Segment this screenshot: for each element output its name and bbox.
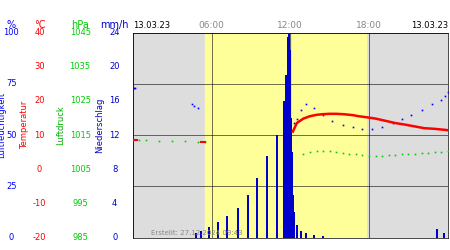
Bar	[205, 32, 288, 238]
Bar	[291, 152, 292, 238]
Text: 995: 995	[72, 199, 88, 208]
Text: 12:00: 12:00	[277, 21, 303, 30]
Bar	[292, 195, 294, 238]
Text: 24: 24	[109, 28, 120, 37]
Text: 50: 50	[6, 130, 17, 140]
Bar	[300, 231, 302, 237]
Bar	[443, 233, 445, 237]
Bar	[313, 235, 315, 238]
Text: 75: 75	[6, 79, 17, 88]
Bar	[305, 233, 307, 237]
Text: Luftdruck: Luftdruck	[56, 105, 65, 145]
Bar	[256, 178, 258, 238]
Bar	[287, 37, 289, 237]
Bar	[285, 75, 287, 238]
Text: Niederschlag: Niederschlag	[95, 97, 104, 153]
Text: 16: 16	[109, 96, 120, 105]
Text: 18:00: 18:00	[356, 21, 382, 30]
Text: %: %	[7, 20, 16, 30]
Text: 1025: 1025	[70, 96, 90, 105]
Bar	[322, 236, 324, 238]
Bar	[200, 231, 202, 237]
Text: 100: 100	[4, 28, 19, 37]
Text: 985: 985	[72, 233, 88, 242]
Bar	[287, 50, 288, 238]
Text: 13.03.23: 13.03.23	[133, 21, 170, 30]
Text: 25: 25	[6, 182, 17, 191]
Bar	[288, 32, 290, 238]
Bar	[217, 222, 219, 238]
Bar	[266, 156, 268, 238]
Text: 1035: 1035	[70, 62, 90, 71]
Bar	[292, 32, 366, 238]
Bar	[293, 212, 295, 238]
Text: 20: 20	[109, 62, 120, 71]
Text: 4: 4	[112, 199, 117, 208]
Text: mm/h: mm/h	[100, 20, 129, 30]
Text: 12: 12	[109, 130, 120, 140]
Text: 1045: 1045	[70, 28, 90, 37]
Bar	[290, 118, 292, 238]
Text: 0: 0	[9, 233, 14, 242]
Text: 0: 0	[112, 233, 117, 242]
Text: 10: 10	[34, 130, 45, 140]
Text: hPa: hPa	[71, 20, 89, 30]
Text: Erstellt: 27.12.2024 09:43: Erstellt: 27.12.2024 09:43	[151, 230, 243, 236]
Bar	[247, 195, 249, 238]
Text: 8: 8	[112, 165, 117, 174]
Text: °C: °C	[34, 20, 45, 30]
Text: Luftfeuchtigkeit: Luftfeuchtigkeit	[0, 92, 6, 158]
Text: -10: -10	[33, 199, 46, 208]
Bar	[291, 178, 293, 238]
Text: -20: -20	[33, 233, 46, 242]
Bar	[283, 101, 285, 237]
Text: Temperatur: Temperatur	[20, 101, 29, 149]
Bar	[276, 135, 278, 238]
Text: 0: 0	[37, 165, 42, 174]
Text: 20: 20	[34, 96, 45, 105]
Text: 1015: 1015	[70, 130, 90, 140]
Bar	[195, 233, 197, 237]
Bar	[288, 50, 291, 238]
Bar	[208, 227, 210, 237]
Text: 06:00: 06:00	[198, 21, 225, 30]
Text: 1005: 1005	[70, 165, 90, 174]
Bar	[289, 84, 291, 238]
Bar	[226, 216, 228, 238]
Text: 13.03.23: 13.03.23	[411, 21, 448, 30]
Text: 40: 40	[34, 28, 45, 37]
Bar	[296, 225, 298, 237]
Bar	[436, 229, 438, 237]
Text: 30: 30	[34, 62, 45, 71]
Bar	[237, 208, 239, 238]
